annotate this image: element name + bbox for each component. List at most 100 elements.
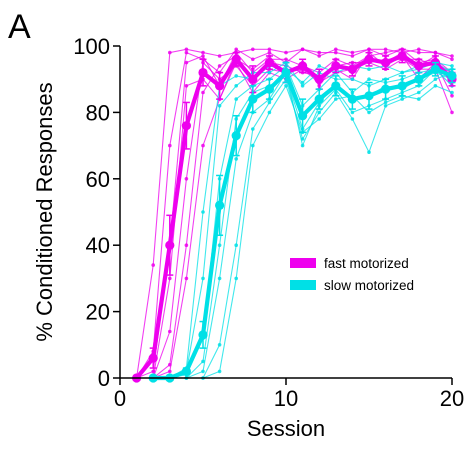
x-axis-label: Session bbox=[247, 416, 325, 441]
fast-legend-swatch bbox=[290, 258, 316, 268]
slow-individual-point bbox=[217, 243, 222, 247]
slow-mean-point bbox=[414, 74, 424, 84]
y-tick-label: 0 bbox=[98, 366, 110, 391]
fast-individual-point bbox=[168, 276, 172, 281]
fast-mean-point bbox=[397, 51, 407, 61]
fast-mean-point bbox=[165, 240, 175, 250]
fast-individual-point bbox=[267, 47, 272, 52]
fast-individual-point bbox=[184, 177, 189, 181]
slow-individual-point bbox=[217, 369, 222, 374]
slow-mean-point bbox=[397, 81, 407, 91]
panel-letter: A bbox=[8, 8, 31, 46]
fast-individual-point bbox=[168, 369, 172, 374]
fast-individual-point bbox=[383, 50, 388, 55]
slow-individual-point bbox=[400, 97, 405, 101]
slow-individual-point bbox=[251, 127, 255, 131]
slow-individual-point bbox=[217, 104, 222, 108]
slow-individual-point bbox=[383, 104, 388, 108]
fast-mean-point bbox=[215, 81, 225, 91]
slow-individual-point bbox=[417, 90, 421, 95]
fast-mean-point bbox=[198, 67, 208, 78]
fast-individual-point bbox=[383, 47, 388, 52]
fast-individual-point bbox=[201, 90, 205, 95]
slow-mean-point bbox=[347, 94, 357, 104]
slow-individual-point bbox=[300, 143, 305, 148]
fast-individual-point bbox=[151, 263, 155, 267]
slow-mean-point bbox=[248, 94, 258, 104]
fast-individual-point bbox=[234, 47, 238, 52]
fast-mean-point bbox=[264, 58, 274, 68]
fast-mean-point bbox=[248, 74, 258, 84]
fast-individual-point bbox=[350, 50, 355, 55]
slow-individual-point bbox=[383, 100, 388, 105]
fast-mean-point bbox=[148, 353, 158, 363]
fast-individual-point bbox=[433, 50, 438, 55]
fast-mean-point bbox=[181, 121, 191, 131]
slow-individual-point bbox=[367, 110, 371, 115]
fast-individual-point bbox=[417, 47, 421, 52]
slow-mean-point bbox=[298, 111, 308, 121]
x-tick-label: 10 bbox=[274, 386, 298, 411]
fast-legend-label: fast motorized bbox=[324, 256, 409, 271]
fast-mean-point bbox=[381, 58, 391, 68]
fast-mean-point bbox=[414, 61, 424, 71]
slow-mean-point bbox=[281, 67, 291, 78]
fast-individual-point bbox=[201, 50, 205, 55]
fast-individual-point bbox=[267, 50, 272, 55]
y-tick-label: 60 bbox=[86, 167, 110, 192]
fast-individual-point bbox=[217, 64, 222, 68]
slow-individual-point bbox=[300, 80, 305, 85]
slow-mean-point bbox=[331, 81, 341, 91]
fast-individual-point bbox=[334, 50, 338, 55]
fast-individual-point bbox=[168, 143, 172, 148]
x-tick-label: 0 bbox=[114, 386, 126, 411]
slow-individual-point bbox=[251, 143, 255, 148]
fast-individual-point bbox=[184, 50, 189, 55]
slow-individual-point bbox=[234, 243, 238, 247]
slow-individual-point bbox=[367, 150, 371, 154]
slow-mean-point bbox=[264, 84, 274, 94]
fast-individual-point bbox=[367, 47, 371, 52]
fast-individual-point bbox=[184, 60, 189, 65]
slow-individual-point bbox=[433, 77, 438, 81]
y-tick-label: 40 bbox=[86, 233, 110, 258]
fast-individual-point bbox=[168, 329, 172, 334]
slow-mean-point bbox=[181, 366, 191, 376]
fast-individual-point bbox=[184, 276, 189, 281]
slow-individual-point bbox=[217, 276, 222, 281]
fast-individual-point bbox=[251, 47, 255, 52]
slow-individual-point bbox=[417, 97, 421, 101]
slow-individual-point bbox=[334, 97, 338, 101]
fast-individual-point bbox=[201, 54, 205, 58]
slow-individual-point bbox=[267, 110, 272, 115]
fast-individual-point bbox=[334, 47, 338, 52]
fast-mean-line bbox=[134, 53, 454, 380]
fast-mean-point bbox=[347, 64, 357, 74]
y-tick-label: 100 bbox=[73, 34, 110, 59]
slow-individual-point bbox=[267, 100, 272, 105]
fast-individual-point bbox=[251, 57, 255, 62]
slow-individual-point bbox=[433, 84, 438, 88]
slow-individual-point bbox=[450, 90, 454, 95]
fast-individual-point bbox=[450, 57, 454, 62]
fast-mean-point bbox=[298, 61, 308, 71]
fast-individual-point bbox=[284, 57, 288, 62]
fast-individual-line-1 bbox=[136, 48, 453, 379]
slow-individual-point bbox=[201, 210, 205, 214]
slow-individual-point bbox=[300, 84, 305, 88]
slow-legend-swatch bbox=[290, 280, 316, 290]
slow-individual-point bbox=[350, 77, 355, 81]
slow-mean-point bbox=[381, 84, 391, 94]
slow-individual-point bbox=[350, 110, 355, 115]
x-tick-label: 20 bbox=[440, 386, 464, 411]
fast-individual-point bbox=[201, 143, 205, 148]
y-tick-label: 80 bbox=[86, 100, 110, 125]
slow-individual-point bbox=[400, 70, 405, 75]
fast-individual-point bbox=[450, 110, 454, 115]
slow-mean-point bbox=[198, 330, 208, 340]
slow-individual-point bbox=[367, 67, 371, 71]
fast-mean-point bbox=[364, 54, 374, 64]
slow-individual-point bbox=[234, 157, 238, 161]
fast-individual-point bbox=[317, 50, 322, 55]
